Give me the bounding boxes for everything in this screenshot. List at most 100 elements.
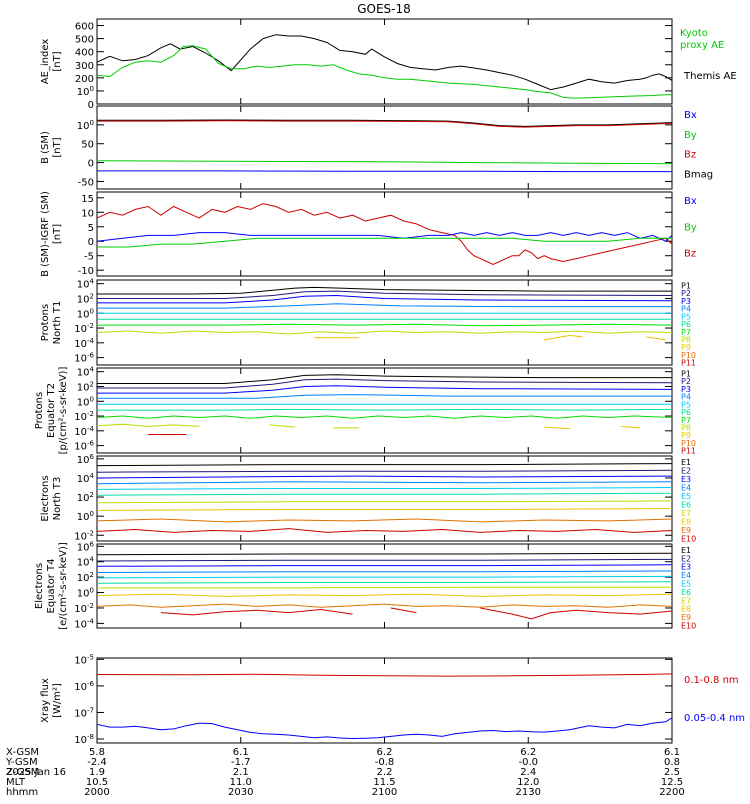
legend-entry: Bz	[684, 150, 696, 161]
row-value: 11.0	[230, 777, 252, 788]
legend-entry: E5	[681, 579, 691, 588]
bottom-axis-table: X-GSM 5.8 6.1 6.2 6.2 6.1 Y-GSM -2.4 -1.7 -0.8 -0.…	[5, 747, 685, 798]
y-axis-label: Electrons	[34, 563, 45, 609]
legend-entry: E8	[681, 605, 691, 614]
series-e2	[97, 558, 672, 562]
row-value: 2.5	[664, 767, 680, 778]
y-tick-label: 0	[88, 159, 94, 170]
legend-entry: P11	[681, 359, 696, 368]
series-themis-ae	[97, 34, 672, 91]
legend-entry: P6	[681, 408, 691, 417]
legend-entry: E6	[681, 500, 691, 509]
y-tick-label: 10-8	[74, 733, 94, 746]
y-tick-label: 102	[77, 380, 94, 393]
legend-entry: E1	[681, 458, 691, 467]
series-p8	[97, 423, 359, 429]
y-tick-label: 100	[77, 395, 94, 408]
y-tick-label: 102	[77, 491, 94, 504]
series-e7	[97, 500, 672, 504]
legend-entry: Kyoto	[680, 28, 708, 39]
y-axis-label: North T3	[52, 477, 63, 521]
legend-entry: E7	[681, 509, 691, 518]
series-p9	[314, 334, 666, 341]
y-tick-label: 300	[75, 61, 94, 72]
series-e2	[97, 469, 672, 473]
legend-entry: P7	[681, 416, 691, 425]
series-p7	[97, 323, 672, 327]
y-axis-label: B (SM)	[40, 131, 51, 164]
series-e9	[97, 518, 672, 523]
legend-entry: P9	[681, 431, 691, 440]
legend-entry: P6	[681, 320, 691, 329]
legend-entry: E2	[681, 466, 691, 475]
row-value: 2.1	[233, 767, 249, 778]
series-by	[97, 160, 672, 165]
series-kyoto-proxy-ae	[97, 45, 672, 99]
y-tick-label: 600	[75, 22, 94, 33]
legend-entry: E5	[681, 492, 691, 501]
y-tick-label: 104	[77, 366, 95, 379]
y-tick-label: 15	[81, 194, 94, 205]
row-value: 0.8	[664, 757, 680, 768]
y-tick-label: 104	[77, 556, 95, 569]
legend-entry: E3	[681, 475, 691, 484]
legend-entry: Bx	[684, 110, 697, 121]
row-value: 12.5	[661, 777, 683, 788]
legend-entry: P4	[681, 305, 691, 314]
series-e4	[97, 481, 672, 485]
panel-frame	[96, 543, 673, 629]
legend-entry: E8	[681, 517, 691, 526]
series-0-1-0-8-nm	[97, 673, 672, 677]
series-e9	[97, 603, 672, 608]
legend-entry: Themis AE	[683, 71, 737, 82]
series-p4	[97, 303, 672, 309]
legend-entry: P4	[681, 393, 691, 402]
y-tick-label: 0	[88, 100, 94, 111]
legend-entry: E3	[681, 563, 691, 572]
y-tick-label: 50	[81, 140, 94, 151]
series-p1	[97, 374, 672, 384]
row-value: 6.1	[664, 747, 680, 758]
row-value: 6.1	[233, 747, 249, 758]
legend-entry: P9	[681, 343, 691, 352]
series-p1	[97, 286, 672, 295]
row-value: 11.5	[373, 777, 395, 788]
y-tick-label: 10-4	[74, 617, 94, 630]
y-axis-label: [p/(cm²-s-sr-keV)]	[58, 367, 69, 455]
row-value: 6.2	[520, 747, 536, 758]
series-p6	[97, 408, 672, 411]
y-tick-label: -50	[78, 177, 94, 188]
legend-entry: E9	[681, 613, 691, 622]
legend-entry: P10	[681, 439, 696, 448]
series-e1	[97, 463, 672, 467]
y-axis-label: Electrons	[40, 475, 51, 521]
series-e10	[97, 528, 672, 533]
y-tick-label: 10	[81, 208, 94, 219]
y-tick-label: 100	[77, 510, 94, 523]
series-e1	[97, 552, 672, 556]
legend-entry: E2	[681, 554, 691, 563]
y-tick-label: 100	[77, 119, 94, 132]
row-value: 2100	[372, 787, 397, 798]
legend-entry: P11	[681, 447, 696, 456]
y-tick-label: 106	[77, 453, 95, 466]
row-value: 10.5	[86, 777, 108, 788]
y-axis-label: B (SM)-IGRF (SM)	[40, 191, 51, 277]
legend-entry: Bz	[684, 249, 696, 260]
series-p3	[97, 294, 672, 304]
row-label-z-gsm: Z-GSM	[6, 767, 39, 778]
legend-entry: P1	[681, 281, 691, 290]
y-tick-label: 5	[88, 223, 94, 234]
panel-frame	[96, 657, 673, 744]
series-p4	[97, 394, 672, 399]
row-value: 2000	[84, 787, 109, 798]
row-value: 5.8	[89, 747, 105, 758]
series-e5	[97, 575, 672, 579]
series-e3	[97, 564, 672, 567]
y-tick-label: 10-2	[74, 322, 94, 335]
legend-entry: E4	[681, 483, 691, 492]
y-axis-label: Protons	[34, 392, 45, 429]
